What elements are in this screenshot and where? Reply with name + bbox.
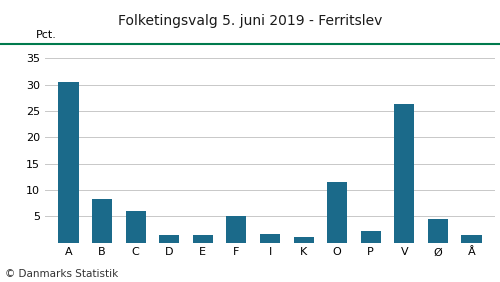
Bar <box>226 216 246 243</box>
Bar <box>159 235 180 243</box>
Text: Pct.: Pct. <box>36 30 57 40</box>
Text: © Danmarks Statistik: © Danmarks Statistik <box>5 269 118 279</box>
Text: Folketingsvalg 5. juni 2019 - Ferritslev: Folketingsvalg 5. juni 2019 - Ferritslev <box>118 14 382 28</box>
Bar <box>462 235 481 243</box>
Bar <box>428 219 448 243</box>
Bar <box>360 231 381 243</box>
Bar <box>126 211 146 243</box>
Bar <box>260 233 280 243</box>
Bar <box>327 182 347 243</box>
Bar <box>92 199 112 243</box>
Bar <box>193 235 213 243</box>
Bar <box>58 82 78 243</box>
Bar <box>294 237 314 243</box>
Bar <box>394 104 414 243</box>
